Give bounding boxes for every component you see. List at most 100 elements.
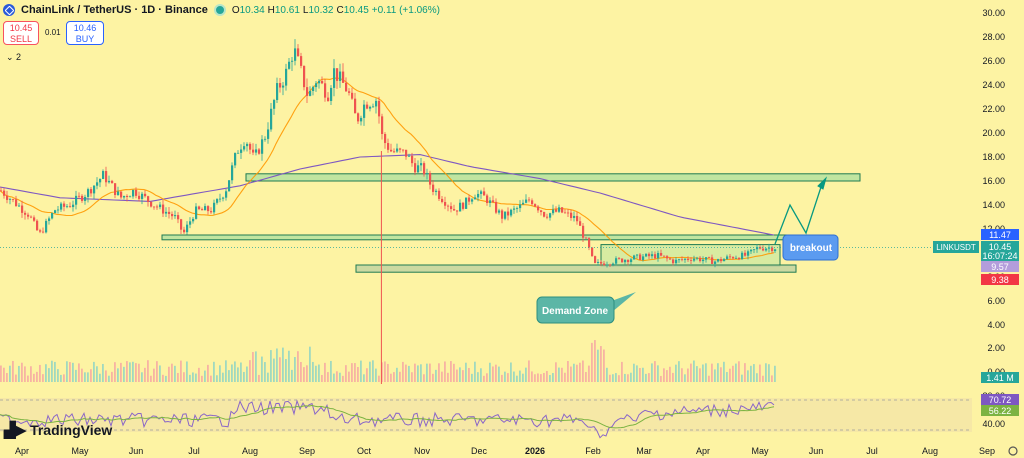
volume-bar	[102, 363, 104, 382]
volume-bar	[630, 372, 632, 382]
volume-bar	[135, 363, 137, 382]
buy-button[interactable]: 10.46 BUY	[66, 21, 104, 45]
volume-tag-label: 1.41 M	[986, 373, 1014, 383]
candle-body	[39, 230, 42, 232]
candle-body	[606, 264, 609, 266]
candle-body	[393, 151, 396, 153]
candle-body	[492, 200, 495, 202]
candle-body	[303, 65, 306, 88]
volume-bar	[168, 366, 170, 382]
volume-bar	[276, 348, 278, 382]
candle-body	[297, 48, 300, 57]
breakout-arrowhead	[817, 176, 827, 190]
candle-body	[84, 196, 87, 201]
volume-bar	[741, 374, 743, 382]
ohlc-readout: O10.34 H10.61 L10.32 C10.45 +0.11 (+1.06%)	[232, 5, 443, 16]
volume-bar	[12, 360, 14, 382]
volume-bar	[732, 365, 734, 382]
candle-body	[384, 133, 387, 144]
candle-body	[573, 215, 576, 218]
volume-bar	[282, 347, 284, 382]
candle-body	[60, 203, 63, 210]
candle-body	[555, 209, 558, 212]
candle-body	[255, 149, 258, 153]
volume-bar	[108, 375, 110, 382]
volume-bar	[582, 360, 584, 382]
candle-body	[369, 106, 372, 109]
candle-body	[345, 82, 348, 92]
volume-bar	[588, 365, 590, 382]
time-tick-label: Aug	[242, 446, 258, 456]
candle-body	[672, 259, 675, 264]
candle-body	[654, 254, 657, 259]
volume-bar	[456, 369, 458, 382]
volume-bar	[117, 368, 119, 382]
volume-bar	[342, 375, 344, 382]
volume-bar	[696, 366, 698, 382]
candle-body	[546, 216, 549, 218]
chart-settings-gear-icon[interactable]	[1008, 446, 1018, 456]
candle-body	[564, 212, 567, 214]
volume-bar	[657, 365, 659, 382]
volume-bar	[285, 359, 287, 382]
candle-body	[588, 238, 591, 248]
candle-body	[156, 206, 159, 208]
candle-body	[663, 255, 666, 257]
candle-body	[726, 256, 729, 260]
candle-body	[645, 253, 648, 257]
symbol-title[interactable]: ChainLink / TetherUS · 1D · Binance	[21, 4, 208, 16]
volume-bar	[474, 361, 476, 382]
time-tick-label: 2026	[525, 446, 545, 456]
candle-body	[471, 199, 474, 202]
volume-bar	[69, 362, 71, 382]
volume-bar	[360, 360, 362, 382]
candle-body	[66, 206, 69, 208]
ohlc-key: H	[267, 4, 275, 16]
volume-bar	[594, 340, 596, 382]
volume-bar	[51, 360, 53, 382]
candle-body	[708, 257, 711, 259]
candle-body	[165, 211, 168, 214]
candle-body	[129, 196, 132, 198]
ma-slow-line	[0, 154, 775, 236]
candle-body	[153, 206, 156, 208]
volume-bar	[372, 360, 374, 382]
volume-bar	[543, 372, 545, 382]
volume-bar	[78, 363, 80, 382]
candle-body	[483, 191, 486, 196]
price-tick-label: 24.00	[982, 80, 1005, 90]
tradingview-logo[interactable]: ▟▶ TradingView	[4, 421, 112, 439]
volume-bar	[471, 373, 473, 382]
volume-bar	[570, 366, 572, 382]
candle-body	[237, 152, 240, 154]
indicators-toggle[interactable]: ⌄ 2	[6, 52, 22, 62]
volume-bar	[231, 364, 233, 382]
volume-bar	[690, 363, 692, 382]
candle-body	[744, 252, 747, 256]
volume-bar	[123, 366, 125, 382]
candle-body	[246, 143, 249, 147]
volume-bar	[267, 372, 269, 382]
volume-bar	[324, 362, 326, 382]
candle-body	[21, 205, 24, 213]
volume-bar	[15, 374, 17, 382]
candle-body	[333, 68, 336, 88]
volume-bar	[6, 373, 8, 382]
candle-body	[96, 182, 99, 186]
candle-body	[285, 68, 288, 86]
volume-bar	[504, 371, 506, 382]
candle-body	[201, 209, 204, 211]
volume-bar	[453, 363, 455, 382]
volume-bar	[429, 363, 431, 382]
volume-bar	[216, 375, 218, 382]
ma-fast-line	[0, 77, 775, 262]
volume-bar	[756, 373, 758, 382]
sell-button[interactable]: 10.45 SELL	[3, 21, 39, 45]
candle-body	[651, 254, 654, 257]
volume-bar	[66, 361, 68, 382]
volume-bar	[141, 372, 143, 382]
candle-body	[51, 213, 54, 219]
volume-bar	[762, 375, 764, 382]
volume-bar	[624, 373, 626, 382]
